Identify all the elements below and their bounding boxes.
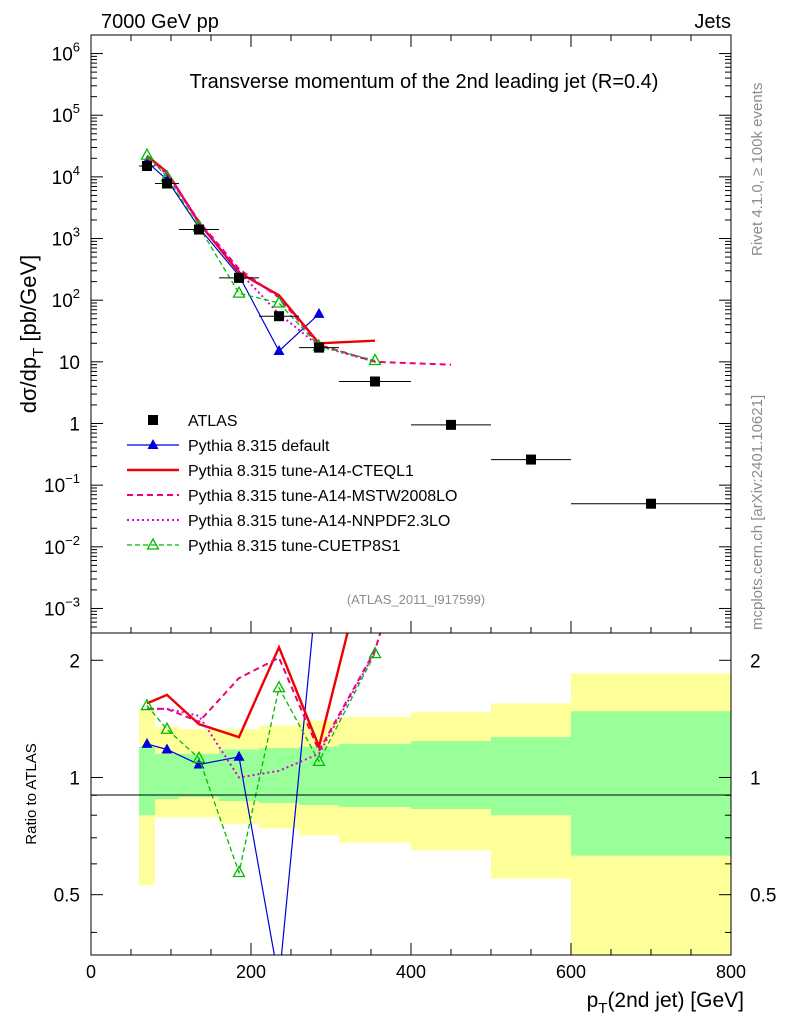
y-tick-label-main-8: 10−2 [44, 533, 80, 559]
atlas-point-3 [234, 272, 244, 283]
y-tick-label-main-0: 106 [52, 40, 80, 66]
y-tick-label-main-1: 105 [52, 101, 80, 127]
main-point-cuetp-6 [368, 353, 382, 366]
y-axis-label-main: dσ/dpT [pb/GeV] [16, 255, 47, 414]
y-label-unit: [pb/GeV] [16, 255, 41, 348]
legend-label-atlas: ATLAS [188, 413, 238, 430]
main-line-cteql1 [146, 154, 376, 345]
x-label-p: p [587, 989, 599, 1012]
atlas-data-points [139, 161, 731, 509]
legend-marker-atlas [148, 415, 158, 425]
legend-label-default: Pythia 8.315 default [188, 438, 330, 455]
ratio-line-cteql1 [146, 633, 349, 751]
ratio-point-cuetp-0 [140, 698, 154, 711]
ratio-band-inner-7 [411, 741, 491, 809]
x-axis-label: pT(2nd jet) [GeV] [587, 989, 744, 1017]
main-line-default [146, 161, 320, 352]
ratio-tick-label-right-0: 2 [750, 651, 761, 672]
ratio-band-inner-8 [491, 737, 571, 816]
ratio-line-nnpdf [147, 651, 376, 779]
ratio-tick-label-right-1: 1 [750, 768, 761, 789]
y-label-sigma: dσ/dp [16, 357, 41, 413]
y-axis-label-ratio: Ratio to ATLAS [23, 743, 40, 844]
ratio-point-cuetp-3 [232, 865, 246, 878]
main-point-cuetp-3 [232, 285, 246, 298]
y-tick-label-main-6: 1 [69, 414, 80, 435]
ratio-tick-label-right-2: 0.5 [750, 886, 776, 907]
ratio-series [140, 560, 382, 985]
rivet-version-label: Rivet 4.1.0, ≥ 100k events [749, 83, 766, 256]
ratio-point-cuetp-4 [272, 680, 286, 693]
ratio-point-cuetp-5 [312, 754, 326, 767]
x-tick-label-1: 200 [236, 962, 266, 982]
ratio-point-cuetp-2 [192, 750, 206, 763]
atlas-point-5 [314, 342, 324, 353]
ratio-band-inner-1 [155, 753, 179, 800]
x-tick-label-3: 600 [556, 962, 586, 982]
main-point-cuetp-4 [272, 295, 286, 308]
legend-marker-default [147, 439, 159, 449]
mcplots-label: mcplots.cern.ch [arXiv:2401.10621] [749, 395, 766, 630]
main-point-default-5 [313, 307, 325, 318]
ratio-point-default-5 [314, 560, 325, 570]
header-left-label: 7000 GeV pp [101, 11, 219, 33]
analysis-tag: (ATLAS_2011_I917599) [347, 592, 485, 607]
atlas-point-9 [646, 498, 656, 509]
atlas-point-4 [274, 311, 284, 322]
legend-label-mstw: Pythia 8.315 tune-A14-MSTW2008LO [188, 488, 457, 505]
ratio-line-default [146, 633, 314, 955]
ratio-tick-label-left-1: 1 [69, 768, 80, 789]
ratio-point-cuetp-6 [368, 646, 382, 659]
ratio-point-default-1 [161, 743, 173, 754]
ratio-line-cuetp [146, 653, 376, 875]
ratio-point-default-4 [274, 975, 285, 985]
ratio-uncertainty-bands [139, 673, 731, 955]
ratio-tick-label-left-0: 2 [69, 651, 80, 672]
main-panel-frame [90, 34, 732, 634]
atlas-point-8 [526, 454, 536, 465]
atlas-point-7 [446, 419, 456, 430]
ratio-band-inner-0 [139, 746, 155, 816]
y-tick-label-main-7: 10−1 [44, 471, 80, 497]
x-tick-label-0: 0 [86, 962, 96, 982]
atlas-point-0 [142, 161, 152, 172]
y-tick-label-main-3: 103 [52, 225, 80, 251]
atlas-point-2 [194, 224, 204, 235]
main-series [140, 147, 452, 366]
x-tick-label-4: 800 [716, 962, 746, 982]
legend-marker-cuetp [146, 537, 160, 550]
legend-label-cteql1: Pythia 8.315 tune-A14-CTEQL1 [188, 463, 414, 480]
main-line-cuetp [146, 154, 376, 362]
y-tick-label-main-9: 10−3 [44, 594, 80, 620]
main-point-cuetp-0 [140, 147, 154, 160]
x-label-rest: (2nd jet) [GeV] [607, 989, 744, 1012]
legend-label-nnpdf: Pythia 8.315 tune-A14-NNPDF2.3LO [188, 513, 450, 530]
x-tick-label-2: 400 [396, 962, 426, 982]
y-label-sub: T [30, 348, 47, 357]
x-label-sub: T [598, 1000, 607, 1017]
atlas-point-6 [370, 376, 380, 387]
atlas-point-1 [162, 178, 172, 189]
y-tick-label-main-4: 102 [52, 286, 80, 312]
main-line-nnpdf [146, 156, 376, 363]
ratio-point-cuetp-1 [160, 721, 174, 734]
header-right-label: Jets [694, 11, 731, 33]
ratio-band-inner-9 [571, 711, 731, 856]
ratio-band-inner-4 [259, 748, 299, 803]
ratio-tick-label-left-2: 0.5 [54, 886, 80, 907]
y-tick-label-main-2: 104 [52, 163, 80, 189]
legend-label-cuetp: Pythia 8.315 tune-CUETP8S1 [188, 538, 401, 555]
legend: ATLAS Pythia 8.315 default Pythia 8.315 tu… [127, 413, 457, 555]
main-line-mstw [146, 156, 452, 366]
main-point-default-4 [273, 344, 285, 355]
chart-title: Transverse momentum of the 2nd leading j… [190, 71, 659, 93]
ratio-band-inner-6 [339, 743, 411, 807]
y-tick-label-main-5: 10 [59, 353, 80, 374]
axes-ticks: 0 200 400 600 80010610510410310210110−110−21… [44, 34, 776, 982]
ratio-point-default-0 [141, 737, 153, 748]
ratio-point-default-3 [233, 750, 245, 761]
